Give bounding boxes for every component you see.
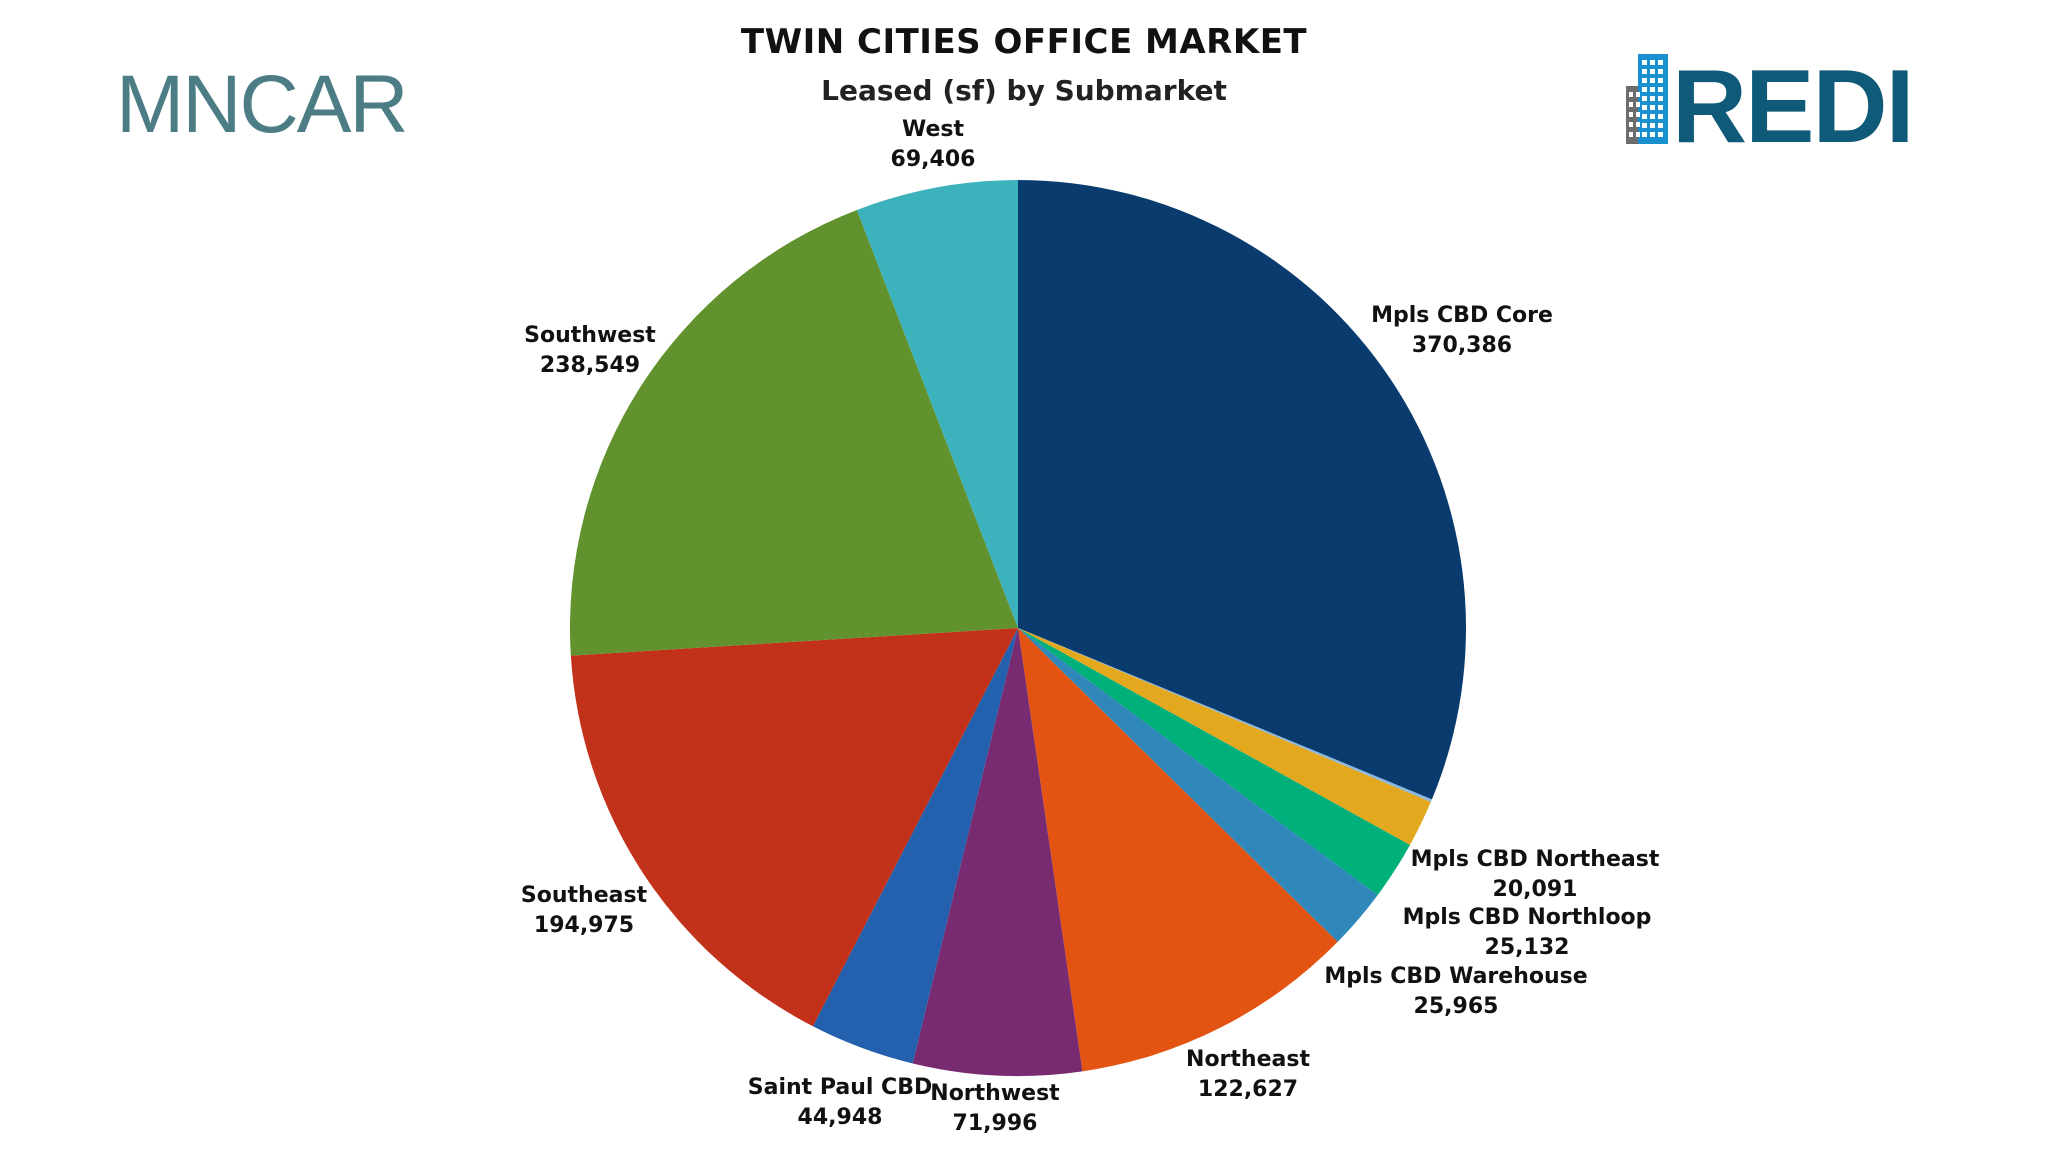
slice-label: Saint Paul CBD — [748, 1075, 933, 1100]
slice-mpls-cbd-core — [1018, 180, 1467, 800]
slice-label: Southeast — [521, 883, 648, 908]
chart-title: TWIN CITIES OFFICE MARKET — [740, 22, 1308, 62]
slice-value-label: 25,132 — [1485, 935, 1570, 960]
slice-value-label: 44,948 — [798, 1105, 883, 1130]
slice-unlabeled — [1018, 628, 1432, 803]
slice-west — [856, 180, 1018, 628]
slices — [570, 180, 1467, 1076]
slice-value-label: 370,386 — [1412, 333, 1512, 358]
mncar-logo: MNCAR — [116, 59, 409, 146]
slice-value-label: 25,965 — [1414, 994, 1499, 1019]
slice-value-label: 20,091 — [1493, 877, 1578, 902]
slice-label: Mpls CBD Warehouse — [1324, 964, 1587, 989]
slice-label: Mpls CBD Northeast — [1411, 847, 1660, 872]
slice-value-label: 71,996 — [953, 1111, 1038, 1136]
slice-value-label: 122,627 — [1198, 1077, 1298, 1102]
slice-label: Northeast — [1186, 1047, 1310, 1072]
slice-northeast — [1018, 628, 1338, 1072]
slice-label: Northwest — [930, 1081, 1060, 1106]
slice-label: Southwest — [524, 323, 656, 348]
slice-mpls-cbd-warehouse — [1018, 628, 1378, 942]
slice-saint-paul-cbd — [812, 628, 1018, 1064]
slice-mpls-cbd-northloop — [1018, 628, 1410, 896]
slice-mpls-cbd-northeast — [1018, 628, 1431, 845]
slice-southwest — [570, 209, 1018, 656]
redi-logo: REDI — [1626, 50, 1914, 150]
slice-northwest — [912, 628, 1083, 1076]
building-icon — [1626, 54, 1668, 144]
slice-value-label: 194,975 — [534, 913, 634, 938]
slice-value-label: 69,406 — [891, 147, 976, 172]
slice-southeast — [570, 628, 1018, 1027]
data-labels: Mpls CBD Core 370,386 Mpls CBD Northeast 20… — [521, 117, 1660, 1136]
slice-label: Mpls CBD Northloop — [1403, 905, 1652, 930]
slice-value-label: 238,549 — [540, 353, 640, 378]
svg-text:REDI: REDI — [1672, 50, 1912, 150]
svg-text:MNCAR: MNCAR — [116, 59, 407, 146]
chart-subtitle: Leased (sf) by Submarket — [821, 74, 1227, 107]
slice-label: Mpls CBD Core — [1371, 303, 1553, 328]
slice-label: West — [902, 117, 964, 142]
